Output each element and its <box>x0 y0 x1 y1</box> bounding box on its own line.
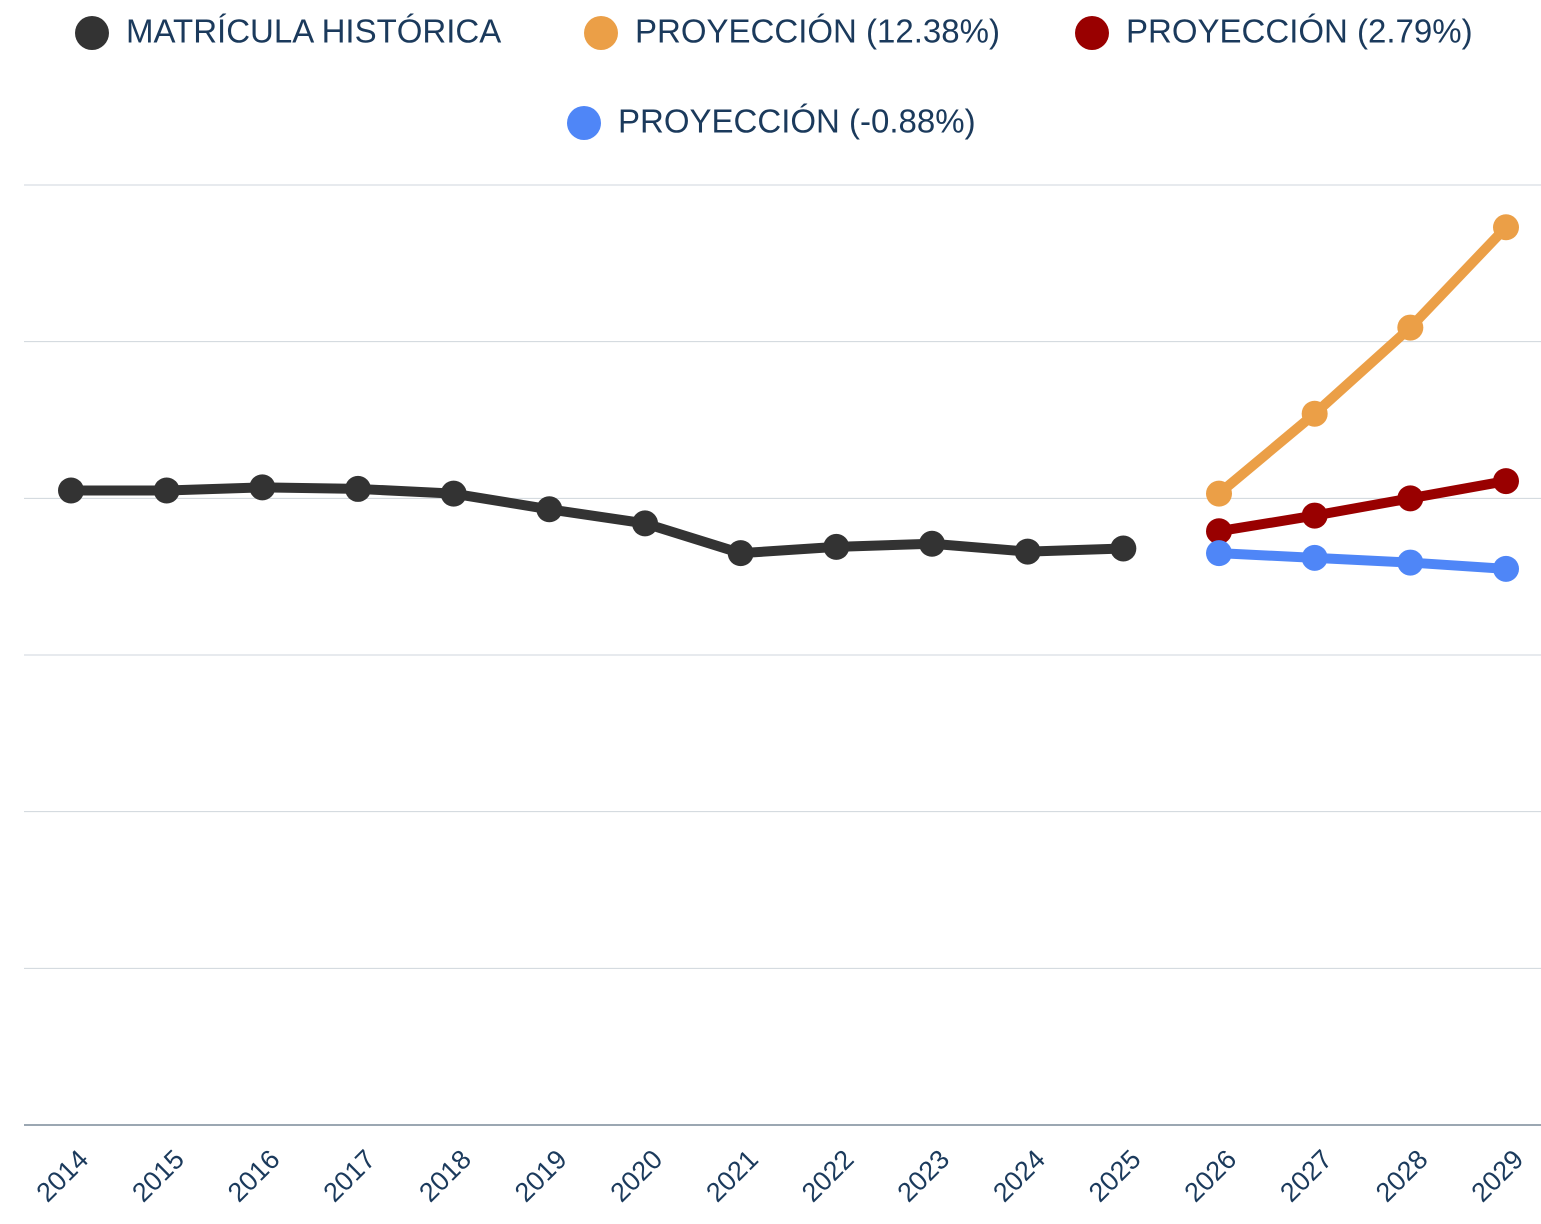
legend-label: MATRÍCULA HISTÓRICA <box>126 13 501 50</box>
data-point <box>440 480 467 507</box>
data-point <box>1206 480 1232 507</box>
data-point <box>1493 555 1519 582</box>
x-tick-label: 2019 <box>509 1144 573 1208</box>
legend-label: PROYECCIÓN (-0.88%) <box>618 103 976 140</box>
x-tick-label: 2028 <box>1370 1144 1434 1208</box>
data-point <box>1014 538 1041 565</box>
data-point <box>823 533 850 560</box>
data-point <box>58 477 84 504</box>
legend-marker <box>1075 16 1109 50</box>
legend-label: PROYECCIÓN (2.79%) <box>1126 13 1473 50</box>
series-line <box>1218 548 1507 574</box>
data-point <box>727 540 754 567</box>
data-point <box>632 510 658 537</box>
x-tick-label: 2020 <box>605 1144 669 1208</box>
x-tick-label: 2014 <box>31 1144 95 1208</box>
x-tick-label: 2029 <box>1466 1144 1530 1208</box>
x-tick-label: 2026 <box>1179 1144 1243 1208</box>
x-tick-label: 2017 <box>318 1144 382 1208</box>
x-tick-label: 2021 <box>700 1144 764 1208</box>
data-point <box>1206 518 1232 545</box>
legend-label: PROYECCIÓN (12.38%) <box>635 13 1000 50</box>
series-line <box>71 482 1124 559</box>
x-tick-label: 2023 <box>892 1144 956 1208</box>
data-point <box>1397 485 1424 512</box>
data-point <box>1493 214 1519 241</box>
data-point <box>345 475 371 502</box>
x-tick-label: 2025 <box>1083 1144 1147 1208</box>
data-point <box>1397 314 1424 341</box>
data-point <box>1110 535 1137 562</box>
legend-marker <box>584 16 618 50</box>
x-tick-label: 2027 <box>1274 1144 1338 1208</box>
data-point <box>1301 502 1328 529</box>
data-point <box>1493 468 1519 495</box>
data-point <box>536 496 563 523</box>
data-point <box>1206 540 1232 567</box>
data-point <box>1397 549 1424 576</box>
x-tick-label: 2018 <box>413 1144 477 1208</box>
x-tick-label: 2022 <box>796 1144 860 1208</box>
data-point <box>249 474 276 501</box>
x-tick-label: 2016 <box>222 1144 286 1208</box>
x-tick-label: 2024 <box>987 1144 1051 1208</box>
series-line <box>1218 476 1507 537</box>
data-point <box>1301 544 1328 571</box>
data-point <box>919 530 945 557</box>
series-line <box>1215 223 1510 498</box>
legend-marker <box>567 106 601 140</box>
x-tick-label: 2015 <box>126 1144 190 1208</box>
data-point <box>153 477 180 504</box>
data-point <box>1301 400 1328 427</box>
legend-marker <box>75 16 109 50</box>
